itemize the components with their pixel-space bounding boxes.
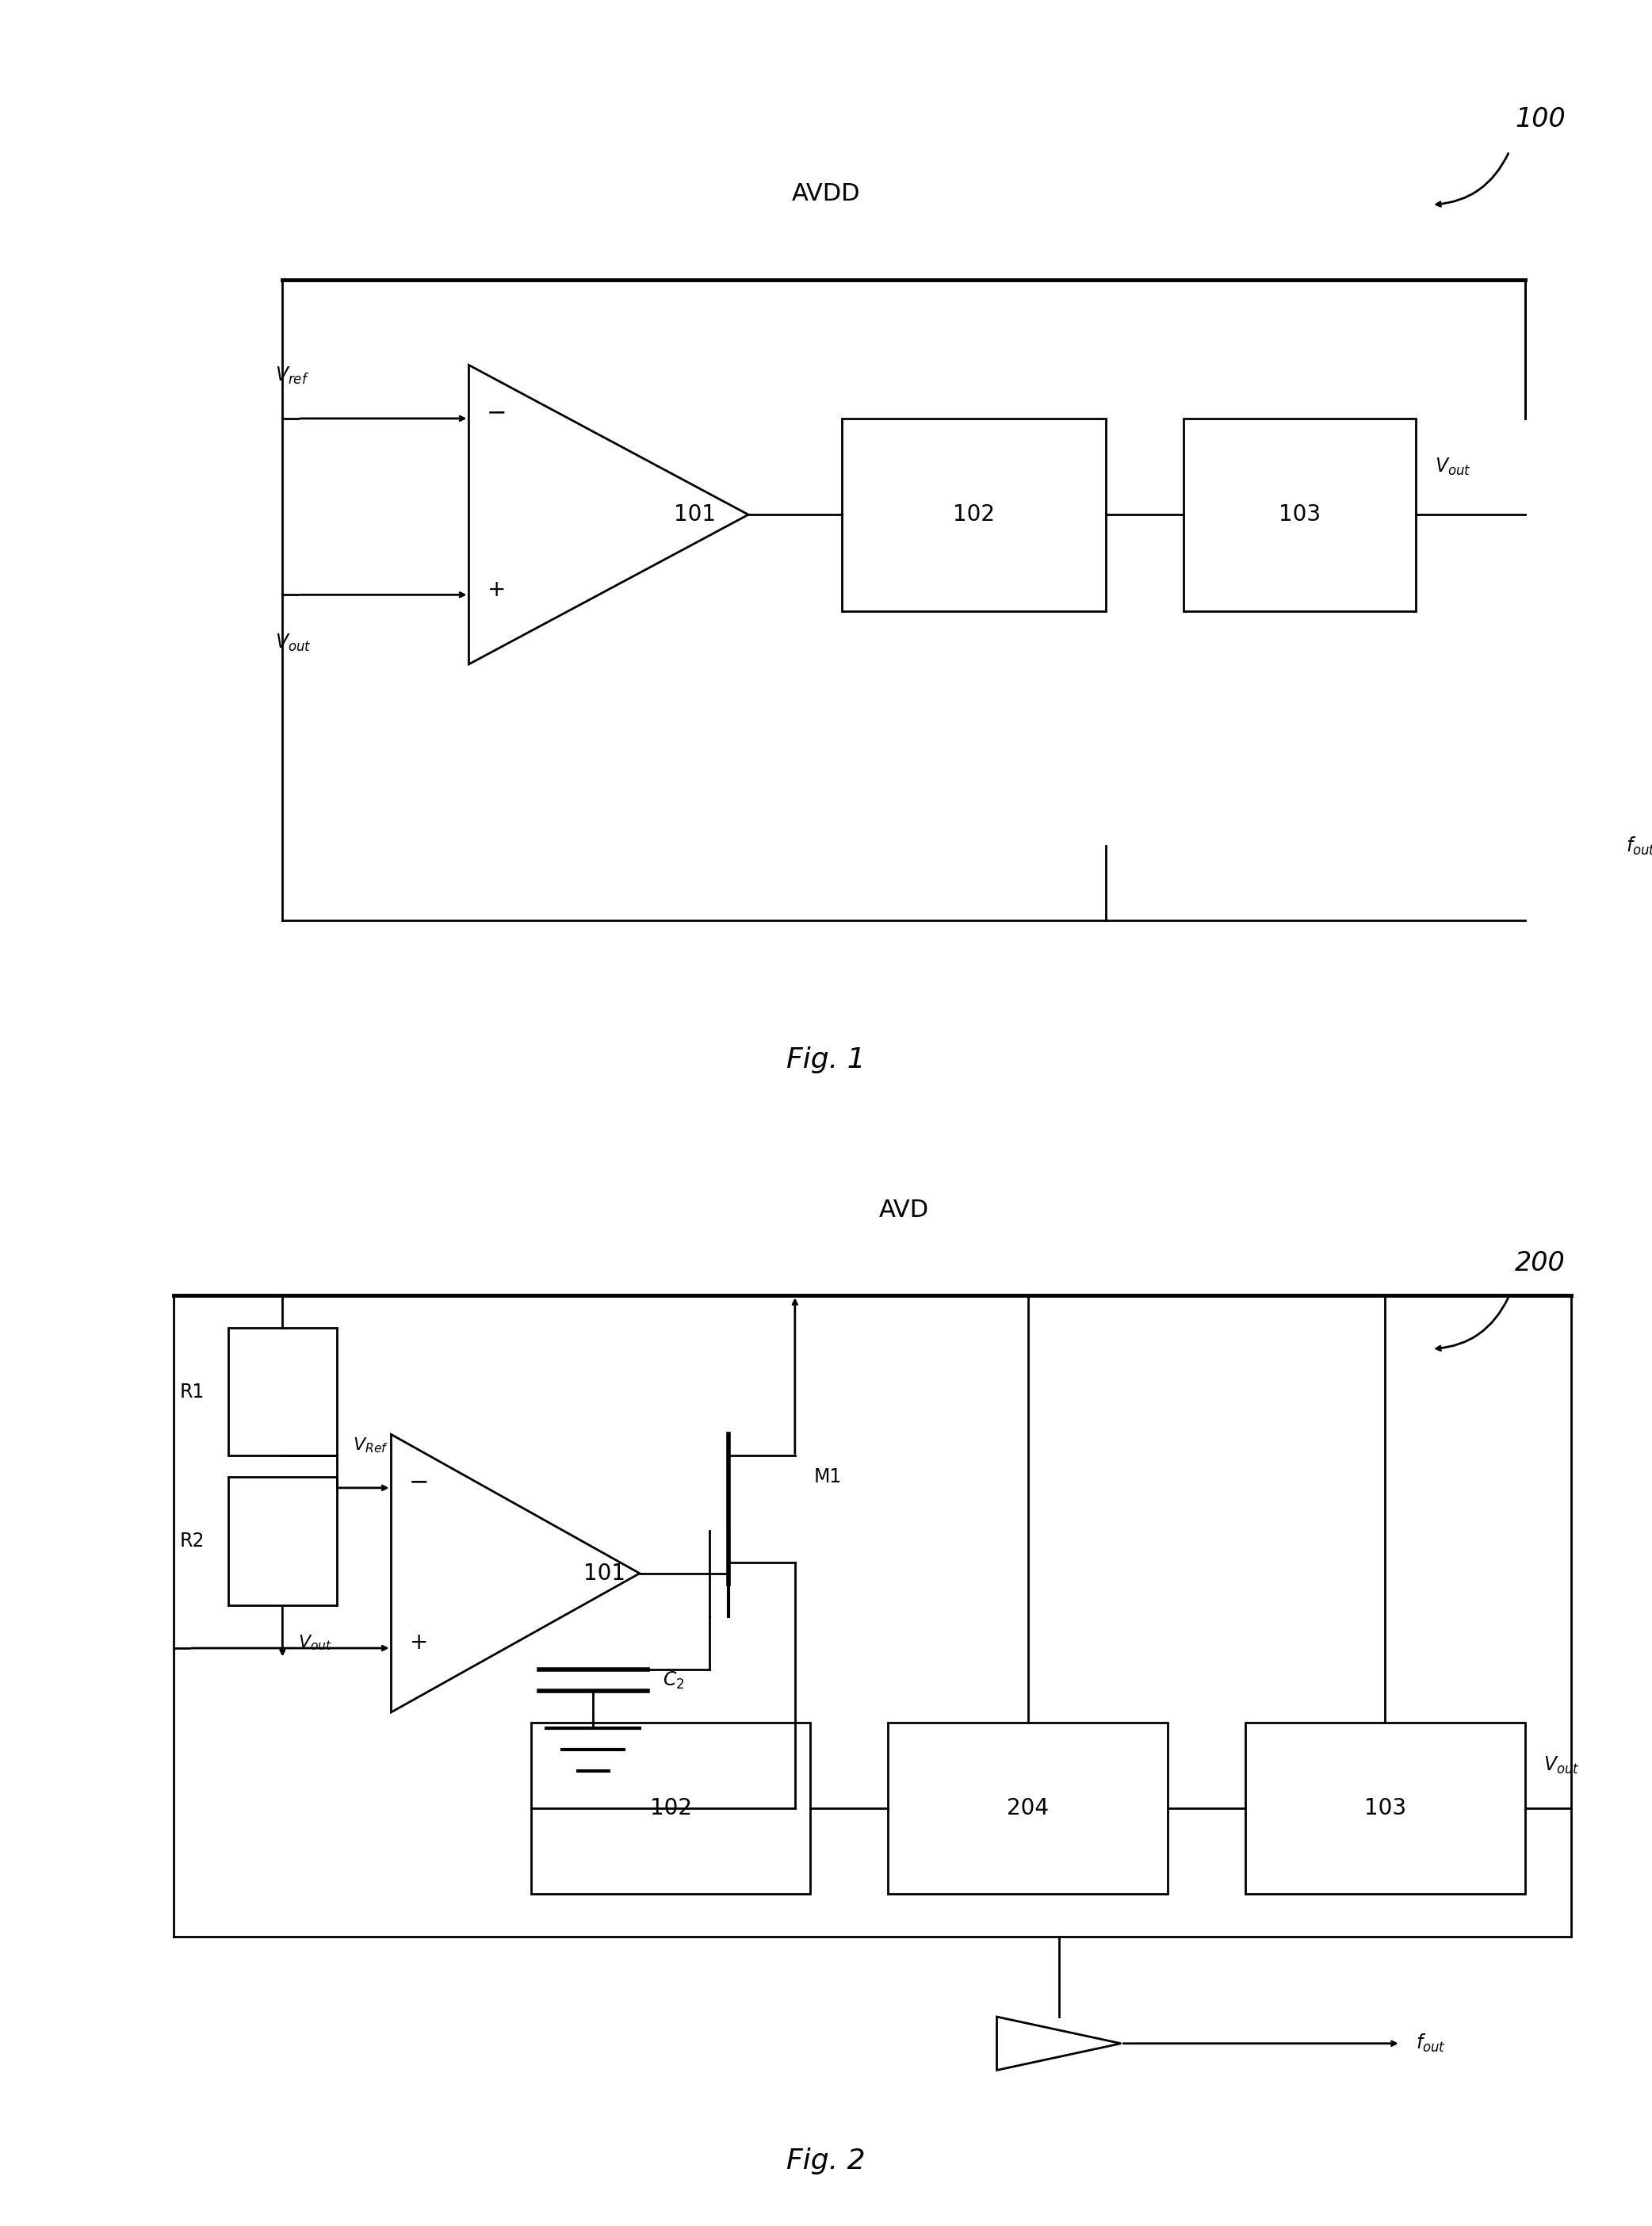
Bar (1246, 1723, 1525, 1894)
Text: $f_{out}$: $f_{out}$ (1416, 2032, 1446, 2055)
Bar (530, 1723, 811, 1894)
Text: −: − (410, 1471, 430, 1494)
Text: 200: 200 (1515, 1251, 1566, 1275)
Text: 103: 103 (1365, 1796, 1406, 1819)
Text: R1: R1 (180, 1382, 205, 1400)
Text: 101: 101 (583, 1563, 626, 1585)
Text: 103: 103 (1279, 503, 1320, 525)
Text: $V_{out}$: $V_{out}$ (1434, 456, 1470, 476)
Bar (228, 1327, 337, 1456)
Text: $V_{out}$: $V_{out}$ (1543, 1756, 1579, 1776)
Text: 100: 100 (1515, 107, 1566, 131)
Text: 204: 204 (1006, 1796, 1049, 1819)
Text: Fig. 1: Fig. 1 (786, 1046, 866, 1073)
Text: +: + (487, 579, 506, 601)
Text: $V_{out}$: $V_{out}$ (297, 1634, 332, 1652)
Text: AVD: AVD (879, 1198, 928, 1222)
Bar (889, 1723, 1168, 1894)
Text: 102: 102 (649, 1796, 692, 1819)
Text: R2: R2 (180, 1531, 205, 1552)
Text: 101: 101 (674, 503, 715, 525)
Bar (1183, 418, 1416, 610)
Text: $V_{Ref}$: $V_{Ref}$ (352, 1436, 388, 1454)
Text: +: + (410, 1632, 428, 1654)
Bar (228, 1478, 337, 1605)
Text: 102: 102 (953, 503, 995, 525)
Bar (841, 418, 1105, 610)
Text: $V_{ref}$: $V_{ref}$ (274, 365, 309, 385)
Text: $V_{out}$: $V_{out}$ (274, 632, 311, 652)
Text: Fig. 2: Fig. 2 (786, 2148, 866, 2175)
Text: AVDD: AVDD (791, 183, 861, 205)
Text: $C_2$: $C_2$ (662, 1670, 684, 1690)
Text: $f_{out}$: $f_{out}$ (1626, 835, 1652, 857)
Text: −: − (487, 401, 507, 425)
Text: M1: M1 (813, 1467, 841, 1487)
